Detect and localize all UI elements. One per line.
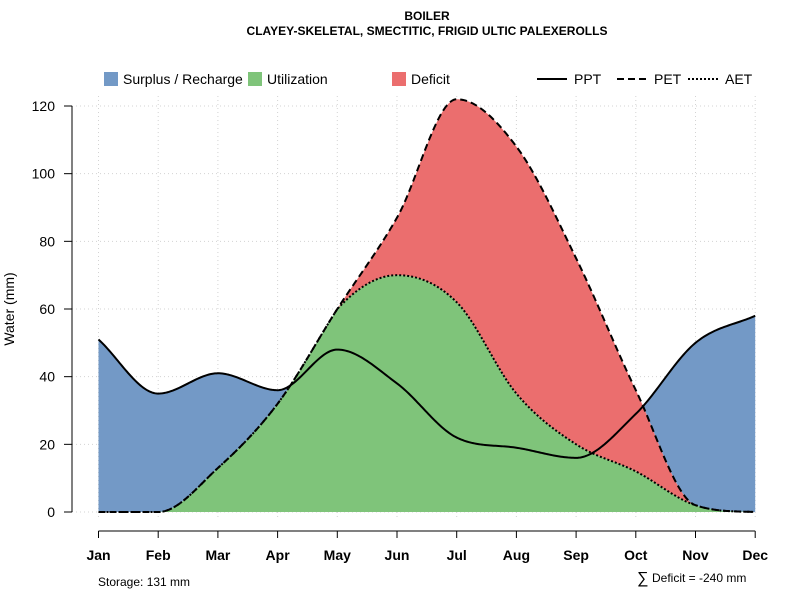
ppt-line <box>97 314 756 459</box>
x-tick-label: Mar <box>205 547 230 563</box>
chart-subtitle: CLAYEY-SKELETAL, SMECTITIC, FRIGID ULTIC… <box>247 24 608 38</box>
line-layer <box>97 98 756 513</box>
chart-title: BOILER <box>404 9 450 23</box>
legend-label: AET <box>725 71 753 87</box>
surplus-area <box>98 99 756 512</box>
y-tick-label: 20 <box>39 436 55 452</box>
y-tick-label: 0 <box>47 504 55 520</box>
legend-label: PET <box>654 71 682 87</box>
x-tick-label: Jul <box>447 547 467 563</box>
area-layer <box>98 99 756 512</box>
legend: Surplus / Recharge Utilization Deficit PPT P… <box>104 71 753 87</box>
deficit-area <box>98 99 756 512</box>
x-tick-label: Dec <box>742 547 768 563</box>
y-tick-label: 80 <box>39 233 55 249</box>
y-tick-label: 120 <box>32 98 56 114</box>
legend-label: Deficit <box>411 71 450 87</box>
y-tick-label: 100 <box>32 166 56 182</box>
deficit-annotation: Deficit = -240 mm <box>652 571 746 585</box>
x-tick-label: Aug <box>503 547 530 563</box>
x-tick-label: May <box>324 547 351 563</box>
deficit-sum-symbol: ∑ <box>637 570 648 587</box>
legend-swatch <box>392 72 406 86</box>
x-tick-label: Oct <box>624 547 648 563</box>
x-tick-label: Sep <box>563 547 589 563</box>
x-tick-label: Jan <box>86 547 110 563</box>
legend-swatch <box>248 72 262 86</box>
legend-swatch <box>104 72 118 86</box>
y-tick-label: 40 <box>39 369 55 385</box>
legend-label: PPT <box>574 71 602 87</box>
pet-line <box>98 98 756 513</box>
axis-layer: 0 20 40 60 80 100 120 Jan Feb Mar Apr May Jun Jul Aug S… <box>32 98 769 563</box>
legend-label: Surplus / Recharge <box>123 71 243 87</box>
x-tick-label: Jun <box>385 547 410 563</box>
x-tick-label: Nov <box>682 547 709 563</box>
y-tick-label: 60 <box>39 301 55 317</box>
y-axis-label: Water (mm) <box>1 272 17 345</box>
legend-label: Utilization <box>267 71 328 87</box>
x-tick-label: Apr <box>266 547 291 563</box>
x-tick-label: Feb <box>146 547 171 563</box>
storage-annotation: Storage: 131 mm <box>98 575 190 589</box>
